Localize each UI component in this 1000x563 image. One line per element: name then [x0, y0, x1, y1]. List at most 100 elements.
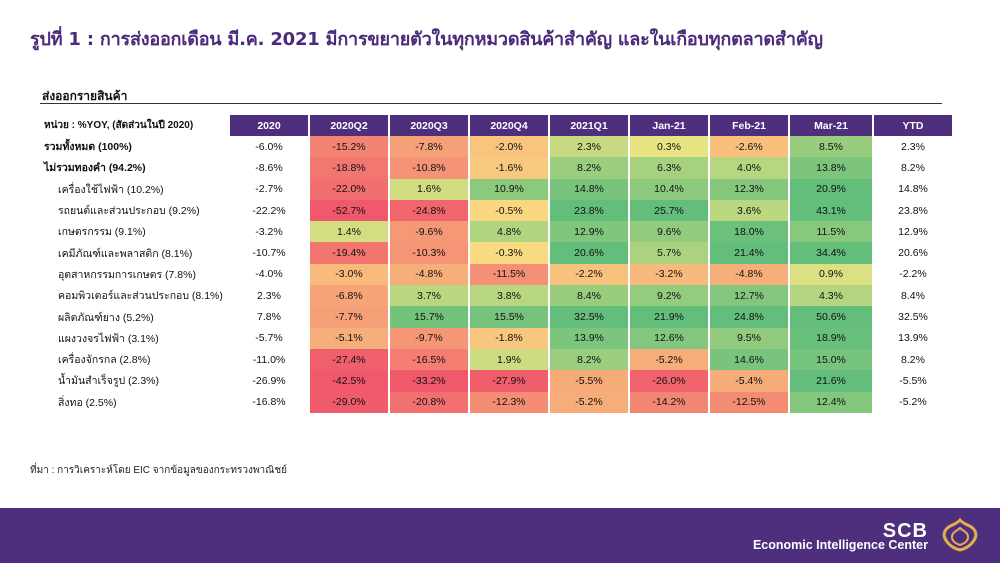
brand-name: SCB	[882, 520, 928, 542]
table-cell: -11.5%	[470, 263, 550, 286]
export-growth-table: หน่วย : %YOY, (สัดส่วนในปี 2020) 2020 20…	[40, 115, 954, 413]
column-header: Mar-21	[790, 115, 874, 136]
table-cell: -5.7%	[230, 327, 310, 349]
column-header: Feb-21	[710, 115, 790, 136]
table-cell: -7.7%	[310, 306, 390, 328]
table-cell: -3.2%	[230, 221, 310, 243]
table-cell: -18.8%	[310, 157, 390, 179]
source-note: ที่มา : การวิเคราะห์โดย EIC จากข้อมูลของ…	[30, 465, 288, 476]
row-label: เกษตรกรรม (9.1%)	[58, 226, 146, 239]
table-cell: 1.9%	[470, 348, 550, 371]
table-cell: 21.6%	[790, 370, 874, 392]
row-label: ผลิตภัณฑ์ยาง (5.2%)	[58, 311, 154, 324]
table-cell: 3.6%	[710, 199, 790, 222]
table-cell: -6.8%	[310, 285, 390, 307]
table-cell: -4.8%	[390, 263, 470, 286]
table-cell: -5.1%	[310, 327, 390, 349]
table-cell: 3.8%	[470, 285, 550, 307]
table-cell: 50.6%	[790, 306, 874, 328]
table-cell: 14.8%	[550, 178, 630, 200]
table-cell: -27.4%	[310, 348, 390, 371]
column-header: 2021Q1	[550, 115, 630, 136]
table-cell: 8.2%	[550, 348, 630, 371]
table-cell: -2.6%	[710, 136, 790, 158]
unit-label: หน่วย : %YOY, (สัดส่วนในปี 2020)	[40, 115, 230, 136]
row-label: น้ำมันสำเร็จรูป (2.3%)	[58, 375, 160, 388]
table-cell: 15.0%	[790, 348, 874, 371]
table-cell: 3.7%	[390, 285, 470, 307]
table-cell: 4.0%	[710, 157, 790, 179]
table-cell: 10.9%	[470, 178, 550, 200]
table-cell: 14.6%	[710, 348, 790, 371]
table-cell: 12.7%	[710, 285, 790, 307]
table-row: เครื่องจักรกล (2.8%) -11.0% -27.4% -16.5% 1.…	[40, 348, 954, 371]
row-label: เคมีภัณฑ์และพลาสติก (8.1%)	[58, 247, 193, 260]
table-row: คอมพิวเตอร์และส่วนประกอบ (8.1%) 2.3% -6.8%…	[40, 285, 954, 307]
table-cell: 15.7%	[390, 306, 470, 328]
table-cell: 4.3%	[790, 285, 874, 307]
table-cell: -14.2%	[630, 391, 710, 413]
table-body: รวมทั้งหมด (100%) -6.0% -15.2% -7.8% -2.0% 2.…	[40, 136, 954, 413]
table-cell: 25.7%	[630, 199, 710, 222]
column-header: YTD	[874, 115, 954, 136]
table-row: แผงวงจรไฟฟ้า (3.1%) -5.7% -5.1% -9.7% -1.8% 1…	[40, 327, 954, 349]
table-cell: 34.4%	[790, 242, 874, 264]
table-cell: 6.3%	[630, 157, 710, 179]
table-cell: 20.6%	[550, 242, 630, 264]
table-cell: 12.4%	[790, 391, 874, 413]
table-cell: -10.7%	[230, 242, 310, 264]
table-cell: -52.7%	[310, 199, 390, 222]
table-cell: 4.8%	[470, 221, 550, 243]
table-cell: 8.2%	[550, 157, 630, 179]
brand-subtitle: Economic Intelligence Center	[752, 538, 928, 552]
table-cell: 8.4%	[550, 285, 630, 307]
table-cell: 1.4%	[310, 221, 390, 243]
table-cell: 12.9%	[874, 221, 954, 243]
table-cell: -16.5%	[390, 348, 470, 371]
section-title: ส่งออกรายสินค้า	[42, 89, 128, 103]
scb-logo-icon	[942, 517, 978, 552]
table-cell: -5.4%	[710, 370, 790, 392]
column-header: 2020Q4	[470, 115, 550, 136]
table-cell: -16.8%	[230, 391, 310, 413]
table-cell: -10.8%	[390, 157, 470, 179]
table-cell: 13.9%	[874, 327, 954, 349]
column-header: 2020Q2	[310, 115, 390, 136]
table-row: ผลิตภัณฑ์ยาง (5.2%) 7.8% -7.7% 15.7% 15.5% 32…	[40, 306, 954, 328]
footer-band	[0, 508, 1000, 563]
table-cell: -10.3%	[390, 242, 470, 264]
table-cell: 12.9%	[550, 221, 630, 243]
table-cell: -12.3%	[470, 391, 550, 413]
table-row: น้ำมันสำเร็จรูป (2.3%) -26.9% -42.5% -33.2%…	[40, 370, 954, 392]
table-cell: 9.2%	[630, 285, 710, 307]
table-cell: -20.8%	[390, 391, 470, 413]
row-label: อุตสาหกรรมการเกษตร (7.8%)	[58, 268, 196, 281]
table-cell: -0.5%	[470, 199, 550, 222]
table-cell: 13.9%	[550, 327, 630, 349]
table-cell: 8.4%	[874, 285, 954, 307]
row-label: รถยนต์และส่วนประกอบ (9.2%)	[58, 205, 200, 218]
table-cell: -4.8%	[710, 263, 790, 286]
table-cell: -3.0%	[310, 263, 390, 286]
table-cell: 23.8%	[550, 199, 630, 222]
table-row: รวมทั้งหมด (100%) -6.0% -15.2% -7.8% -2.0% 2.…	[40, 136, 954, 158]
table-cell: -1.6%	[470, 157, 550, 179]
table-cell: -6.0%	[230, 136, 310, 158]
row-label: รวมทั้งหมด (100%)	[44, 141, 132, 154]
table-cell: -7.8%	[390, 136, 470, 158]
table-cell: 20.6%	[874, 242, 954, 264]
table-cell: -11.0%	[230, 348, 310, 371]
table-cell: 8.5%	[790, 136, 874, 158]
table-header-row: หน่วย : %YOY, (สัดส่วนในปี 2020) 2020 20…	[40, 115, 954, 136]
table-cell: -3.2%	[630, 263, 710, 286]
table-row: สิ่งทอ (2.5%) -16.8% -29.0% -20.8% -12.3% -5.…	[40, 391, 954, 413]
row-label: คอมพิวเตอร์และส่วนประกอบ (8.1%)	[58, 290, 223, 303]
table-cell: -1.8%	[470, 327, 550, 349]
table-cell: 9.5%	[710, 327, 790, 349]
table-cell: -2.7%	[230, 178, 310, 200]
table-cell: 23.8%	[874, 199, 954, 222]
table-cell: -2.2%	[550, 263, 630, 286]
section-divider	[40, 103, 942, 104]
column-header: Jan-21	[630, 115, 710, 136]
table-cell: 32.5%	[874, 306, 954, 328]
